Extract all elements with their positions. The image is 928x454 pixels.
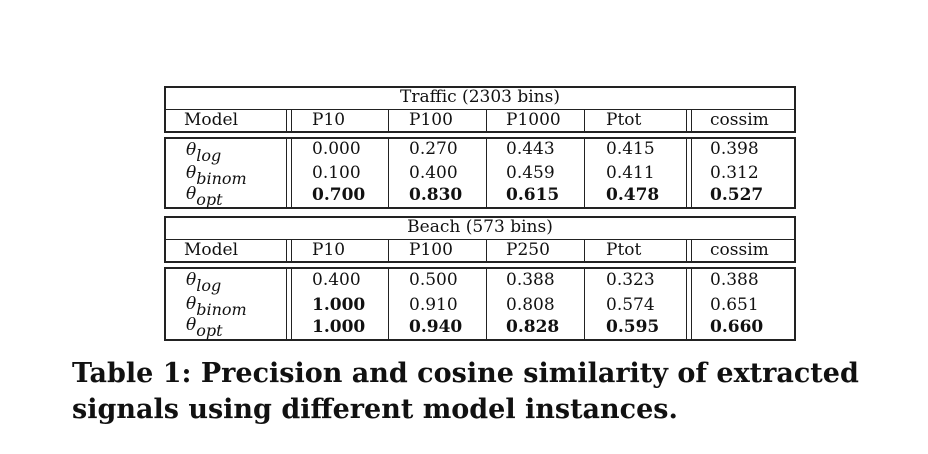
table-cell: 0.595 xyxy=(606,317,660,337)
beach-body-box: θlog 0.400 0.500 0.388 0.323 0.388 θbino… xyxy=(164,267,796,341)
table-cell: 0.270 xyxy=(409,139,458,159)
table-cell: 0.615 xyxy=(506,185,560,205)
table-cell: 0.828 xyxy=(506,317,560,337)
table-cell: 0.388 xyxy=(710,270,759,290)
model-theta-log: θlog xyxy=(186,270,222,295)
table-cell: 0.478 xyxy=(606,185,660,205)
header-p1000: P1000 xyxy=(506,110,561,130)
table-cell: 0.388 xyxy=(506,270,555,290)
header-p250: P250 xyxy=(506,240,550,260)
table-cell: 0.940 xyxy=(409,317,463,337)
table-cell: 0.830 xyxy=(409,185,463,205)
header-p100: P100 xyxy=(409,240,453,260)
table-cell: 0.808 xyxy=(506,295,555,315)
traffic-header-box: Traffic (2303 bins) Model P10 P100 P1000… xyxy=(164,86,796,133)
table-cell: 0.400 xyxy=(409,163,458,183)
traffic-table-title: Traffic (2303 bins) xyxy=(400,87,560,107)
table-cell: 0.312 xyxy=(710,163,759,183)
table-cell: 0.400 xyxy=(312,270,361,290)
table-cell: 0.411 xyxy=(606,163,655,183)
table-cell: 0.100 xyxy=(312,163,361,183)
table-cell: 0.000 xyxy=(312,139,361,159)
table-cell: 0.459 xyxy=(506,163,555,183)
header-cossim: cossim xyxy=(710,240,769,260)
table-caption: Table 1: Precision and cosine similarity… xyxy=(72,358,859,425)
header-p100: P100 xyxy=(409,110,453,130)
table-cell: 0.415 xyxy=(606,139,655,159)
table-cell: 0.323 xyxy=(606,270,655,290)
header-p10: P10 xyxy=(312,240,346,260)
table-cell: 0.651 xyxy=(710,295,759,315)
model-theta-binom: θbinom xyxy=(186,163,247,188)
header-model: Model xyxy=(184,240,239,260)
table-cell: 0.443 xyxy=(506,139,555,159)
model-theta-opt: θopt xyxy=(186,315,223,340)
header-p10: P10 xyxy=(312,110,346,130)
table-cell: 0.700 xyxy=(312,185,366,205)
table-cell: 0.527 xyxy=(710,185,764,205)
model-theta-log: θlog xyxy=(186,140,222,165)
header-cossim: cossim xyxy=(710,110,769,130)
model-theta-opt: θopt xyxy=(186,184,223,209)
beach-header-box: Beach (573 bins) Model P10 P100 P250 Pto… xyxy=(164,216,796,263)
header-ptot: Ptot xyxy=(606,110,642,130)
table-cell: 0.910 xyxy=(409,295,458,315)
beach-table-title: Beach (573 bins) xyxy=(407,217,553,237)
table-cell: 0.574 xyxy=(606,295,655,315)
header-ptot: Ptot xyxy=(606,240,642,260)
model-theta-binom: θbinom xyxy=(186,294,247,319)
table-cell: 0.398 xyxy=(710,139,759,159)
table-cell: 1.000 xyxy=(312,295,366,315)
table-cell: 1.000 xyxy=(312,317,366,337)
traffic-body-box: θlog 0.000 0.270 0.443 0.415 0.398 θbino… xyxy=(164,137,796,209)
header-model: Model xyxy=(184,110,239,130)
table-cell: 0.660 xyxy=(710,317,764,337)
table-cell: 0.500 xyxy=(409,270,458,290)
